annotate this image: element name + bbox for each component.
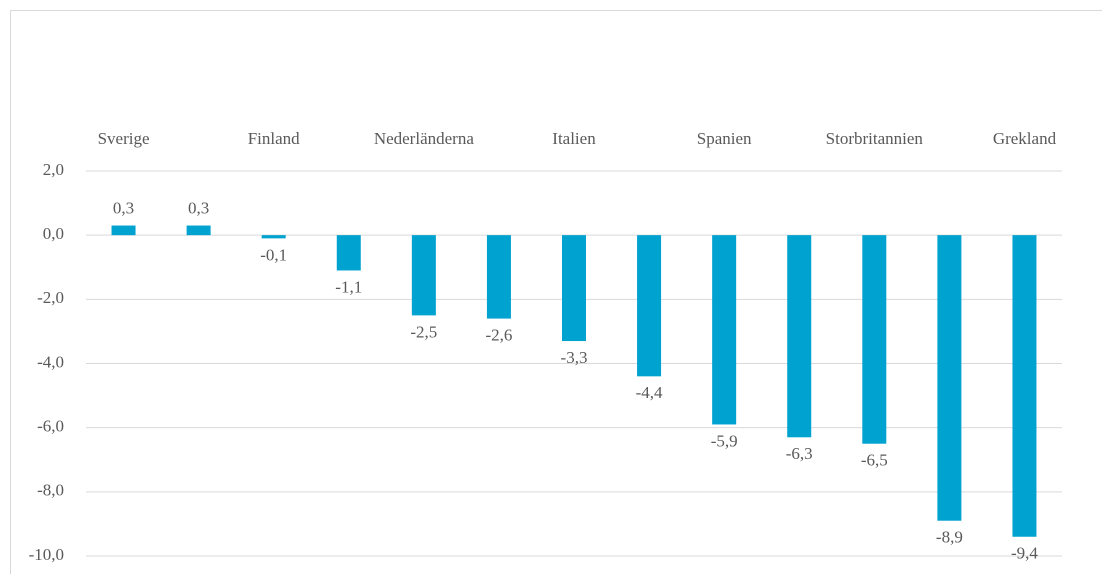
value-label: -3,3 (561, 348, 588, 367)
value-label: -9,4 (1011, 544, 1038, 563)
x-tick-label: Finland (248, 129, 300, 148)
bar (787, 235, 812, 438)
value-label: -6,5 (861, 451, 888, 470)
y-tick-label: 2,0 (43, 160, 64, 179)
bar (261, 235, 286, 239)
bar (937, 235, 962, 521)
value-label: -8,9 (936, 528, 963, 547)
bar (712, 235, 737, 425)
value-label: 0,3 (188, 198, 209, 217)
chart-border (10, 10, 1102, 574)
bar (111, 225, 136, 236)
x-tick-label: Spanien (697, 129, 752, 148)
y-tick-label: -10,0 (29, 545, 64, 564)
bar (411, 235, 436, 316)
y-tick-label: 0,0 (43, 224, 64, 243)
y-tick-label: -2,0 (37, 288, 64, 307)
bar (486, 235, 511, 319)
value-label: -2,5 (410, 322, 437, 341)
bar (336, 235, 361, 271)
bar (637, 235, 662, 377)
x-tick-label: Italien (552, 129, 596, 148)
value-label: 0,3 (113, 198, 134, 217)
value-label: -4,4 (636, 383, 663, 402)
x-tick-label: Storbritannien (826, 129, 924, 148)
value-label: -0,1 (260, 245, 287, 264)
bar (562, 235, 586, 342)
x-tick-label: Grekland (993, 129, 1057, 148)
y-tick-label: -4,0 (37, 352, 64, 371)
value-label: -2,6 (485, 325, 512, 344)
bar (186, 225, 211, 236)
x-tick-label: Sverige (98, 129, 150, 148)
bar (862, 235, 887, 444)
value-label: -5,9 (711, 431, 738, 450)
y-tick-label: -6,0 (37, 417, 64, 436)
y-tick-label: -8,0 (37, 481, 64, 500)
bar (1012, 235, 1037, 537)
value-label: -6,3 (786, 444, 813, 463)
value-label: -1,1 (335, 277, 362, 296)
x-tick-label: Nederländerna (374, 129, 475, 148)
